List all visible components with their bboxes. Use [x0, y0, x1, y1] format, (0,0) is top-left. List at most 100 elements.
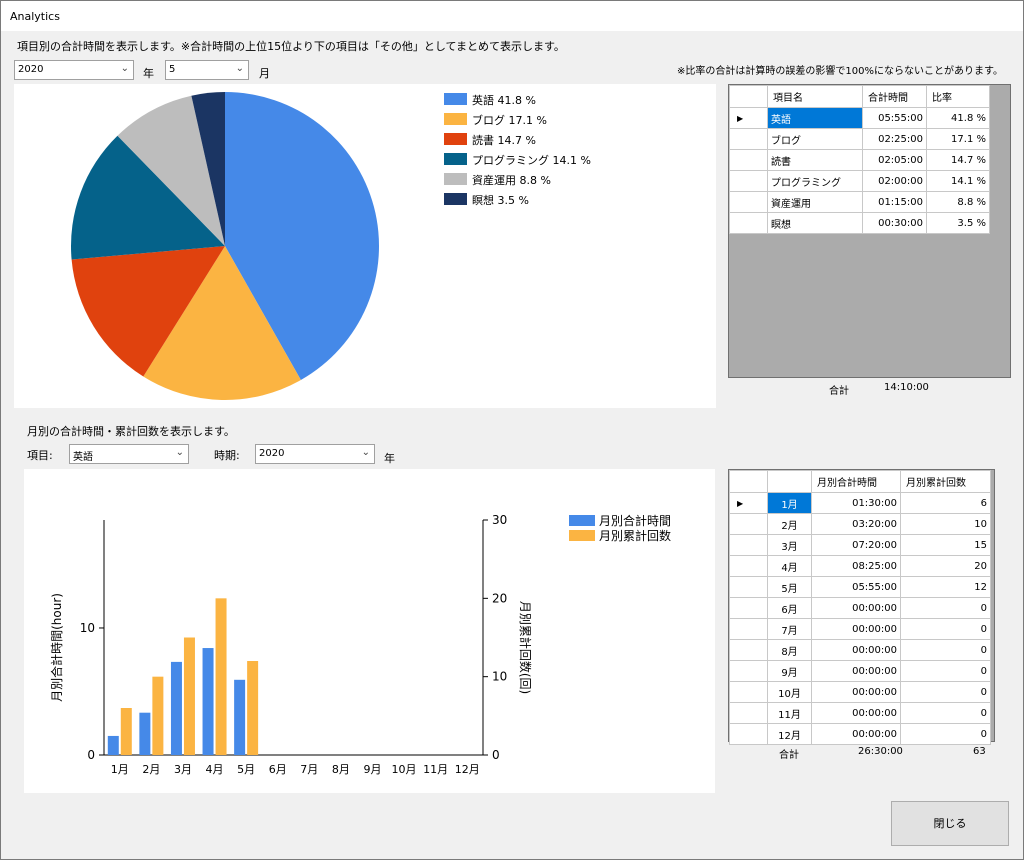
- row-header[interactable]: [729, 723, 768, 745]
- cell-total-time[interactable]: 05:55:00: [862, 107, 927, 129]
- table-row[interactable]: ▶ 英語 05:55:00 41.8 %: [729, 107, 990, 129]
- row-header[interactable]: [729, 128, 768, 150]
- row-header[interactable]: [729, 149, 768, 171]
- cell-total-time[interactable]: 02:25:00: [862, 128, 927, 150]
- row-header[interactable]: [729, 576, 768, 598]
- item-select[interactable]: 英語 ⌄: [69, 444, 189, 464]
- cell-monthly-count[interactable]: 12: [900, 576, 991, 598]
- cell-total-time[interactable]: 02:00:00: [862, 170, 927, 192]
- cell-total-time[interactable]: 00:30:00: [862, 212, 927, 234]
- cell-monthly-count[interactable]: 20: [900, 555, 991, 577]
- column-header-time[interactable]: 合計時間: [862, 85, 927, 108]
- year-select[interactable]: 2020 ⌄: [14, 60, 134, 80]
- cell-ratio[interactable]: 14.1 %: [926, 170, 990, 192]
- cell-monthly-count[interactable]: 0: [900, 597, 991, 619]
- cell-item-name[interactable]: 読書: [767, 149, 863, 171]
- cell-ratio[interactable]: 17.1 %: [926, 128, 990, 150]
- table-row[interactable]: 8月 00:00:00 0: [729, 639, 991, 661]
- cell-ratio[interactable]: 41.8 %: [926, 107, 990, 129]
- row-header[interactable]: [729, 212, 768, 234]
- row-header[interactable]: [729, 170, 768, 192]
- cell-month[interactable]: 10月: [767, 681, 812, 703]
- cell-month[interactable]: 7月: [767, 618, 812, 640]
- table-row[interactable]: プログラミング 02:00:00 14.1 %: [729, 170, 990, 192]
- row-header[interactable]: [729, 191, 768, 213]
- cell-item-name[interactable]: プログラミング: [767, 170, 863, 192]
- cell-monthly-time[interactable]: 07:20:00: [811, 534, 901, 556]
- table-row[interactable]: 9月 00:00:00 0: [729, 660, 991, 682]
- cell-month[interactable]: 6月: [767, 597, 812, 619]
- cell-monthly-count[interactable]: 0: [900, 723, 991, 745]
- cell-month[interactable]: 12月: [767, 723, 812, 745]
- table-row[interactable]: 12月 00:00:00 0: [729, 723, 991, 745]
- table-row[interactable]: 資産運用 01:15:00 8.8 %: [729, 191, 990, 213]
- cell-monthly-time[interactable]: 01:30:00: [811, 492, 901, 514]
- cell-monthly-count[interactable]: 10: [900, 513, 991, 535]
- table-row[interactable]: ブログ 02:25:00 17.1 %: [729, 128, 990, 150]
- cell-monthly-time[interactable]: 00:00:00: [811, 723, 901, 745]
- table-row[interactable]: 6月 00:00:00 0: [729, 597, 991, 619]
- cell-monthly-time[interactable]: 00:00:00: [811, 702, 901, 724]
- row-header[interactable]: ▶: [729, 492, 768, 514]
- row-header[interactable]: [729, 660, 768, 682]
- cell-month[interactable]: 3月: [767, 534, 812, 556]
- cell-ratio[interactable]: 14.7 %: [926, 149, 990, 171]
- column-header-name[interactable]: 項目名: [767, 85, 863, 108]
- cell-monthly-count[interactable]: 6: [900, 492, 991, 514]
- cell-total-time[interactable]: 02:05:00: [862, 149, 927, 171]
- cell-monthly-time[interactable]: 00:00:00: [811, 618, 901, 640]
- cell-monthly-count[interactable]: 0: [900, 681, 991, 703]
- table-row[interactable]: 2月 03:20:00 10: [729, 513, 991, 535]
- row-header[interactable]: [729, 618, 768, 640]
- column-header-monthly-time[interactable]: 月別合計時間: [811, 470, 901, 493]
- cell-ratio[interactable]: 3.5 %: [926, 212, 990, 234]
- cell-monthly-time[interactable]: 05:55:00: [811, 576, 901, 598]
- cell-month[interactable]: 5月: [767, 576, 812, 598]
- row-header[interactable]: [729, 639, 768, 661]
- row-header[interactable]: [729, 534, 768, 556]
- column-header-ratio[interactable]: 比率: [926, 85, 990, 108]
- column-header-monthly-count[interactable]: 月別累計回数: [900, 470, 991, 493]
- row-header[interactable]: [729, 597, 768, 619]
- table-row[interactable]: 4月 08:25:00 20: [729, 555, 991, 577]
- period-select[interactable]: 2020 ⌄: [255, 444, 375, 464]
- row-header[interactable]: [729, 681, 768, 703]
- table-row[interactable]: 7月 00:00:00 0: [729, 618, 991, 640]
- cell-month[interactable]: 1月: [767, 492, 812, 514]
- cell-month[interactable]: 2月: [767, 513, 812, 535]
- row-header[interactable]: [729, 555, 768, 577]
- cell-monthly-count[interactable]: 0: [900, 618, 991, 640]
- table-row[interactable]: 5月 05:55:00 12: [729, 576, 991, 598]
- row-header[interactable]: [729, 702, 768, 724]
- cell-month[interactable]: 9月: [767, 660, 812, 682]
- table-row[interactable]: 瞑想 00:30:00 3.5 %: [729, 212, 990, 234]
- cell-monthly-time[interactable]: 00:00:00: [811, 681, 901, 703]
- cell-item-name[interactable]: 瞑想: [767, 212, 863, 234]
- cell-monthly-count[interactable]: 0: [900, 639, 991, 661]
- row-header[interactable]: ▶: [729, 107, 768, 129]
- close-button[interactable]: 閉じる: [891, 801, 1009, 846]
- cell-monthly-time[interactable]: 00:00:00: [811, 597, 901, 619]
- cell-total-time[interactable]: 01:15:00: [862, 191, 927, 213]
- cell-month[interactable]: 11月: [767, 702, 812, 724]
- item-grid[interactable]: 項目名 合計時間 比率 ▶ 英語 05:55:00 41.8 % ブログ 02:25:00…: [728, 84, 1011, 378]
- cell-item-name[interactable]: ブログ: [767, 128, 863, 150]
- table-row[interactable]: 3月 07:20:00 15: [729, 534, 991, 556]
- cell-monthly-count[interactable]: 0: [900, 702, 991, 724]
- table-row[interactable]: 10月 00:00:00 0: [729, 681, 991, 703]
- cell-monthly-time[interactable]: 08:25:00: [811, 555, 901, 577]
- cell-item-name[interactable]: 資産運用: [767, 191, 863, 213]
- row-header[interactable]: [729, 513, 768, 535]
- table-row[interactable]: ▶ 1月 01:30:00 6: [729, 492, 991, 514]
- cell-monthly-time[interactable]: 00:00:00: [811, 639, 901, 661]
- cell-monthly-count[interactable]: 15: [900, 534, 991, 556]
- cell-item-name[interactable]: 英語: [767, 107, 863, 129]
- table-row[interactable]: 11月 00:00:00 0: [729, 702, 991, 724]
- month-select[interactable]: 5 ⌄: [165, 60, 249, 80]
- table-row[interactable]: 読書 02:05:00 14.7 %: [729, 149, 990, 171]
- cell-ratio[interactable]: 8.8 %: [926, 191, 990, 213]
- cell-monthly-time[interactable]: 03:20:00: [811, 513, 901, 535]
- cell-month[interactable]: 4月: [767, 555, 812, 577]
- cell-monthly-count[interactable]: 0: [900, 660, 991, 682]
- cell-month[interactable]: 8月: [767, 639, 812, 661]
